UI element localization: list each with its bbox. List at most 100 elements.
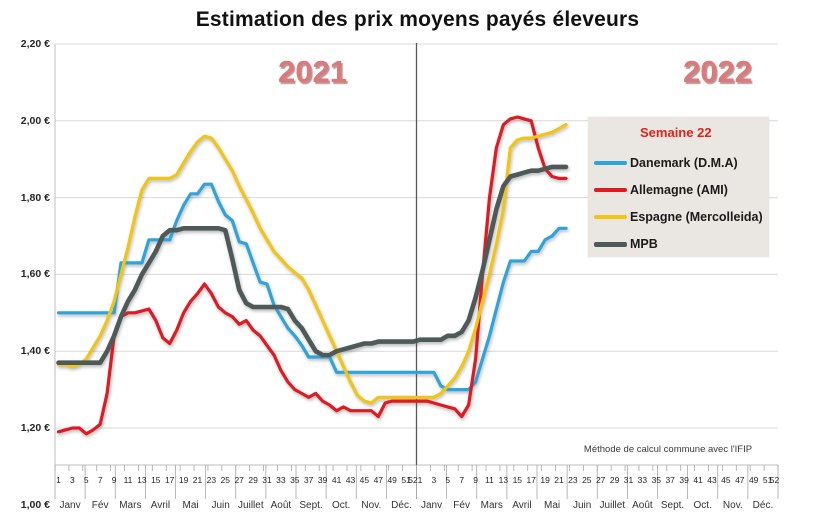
month-label-juin: Juin bbox=[572, 500, 592, 511]
week-label: 11 bbox=[123, 475, 133, 485]
legend: Semaine 22 Danemark (D.M.A) Allemagne (A… bbox=[588, 117, 769, 257]
month-label-fv: Fév bbox=[91, 500, 109, 511]
week-label: 9 bbox=[473, 475, 478, 485]
month-label-mai: Mai bbox=[182, 500, 199, 511]
y-axis-label: 1,20 € bbox=[20, 422, 50, 434]
series-line-danemark-d-m-a bbox=[56, 182, 568, 392]
week-label: 29 bbox=[248, 475, 258, 485]
month-label-juillet: Juillet bbox=[599, 500, 626, 511]
week-label: 29 bbox=[609, 475, 620, 485]
month-label-janv: Janv bbox=[59, 500, 81, 511]
week-label: 3 bbox=[431, 475, 437, 485]
week-label: 41 bbox=[693, 475, 703, 485]
week-label: 25 bbox=[582, 475, 592, 485]
y-axis-label: 2,20 € bbox=[20, 38, 50, 50]
month-label-mai: Mai bbox=[543, 500, 561, 511]
series-line-mpb bbox=[56, 164, 569, 366]
week-label: 15 bbox=[151, 475, 161, 485]
week-label: 35 bbox=[290, 475, 300, 485]
week-label: 45 bbox=[359, 475, 370, 485]
week-label: 27 bbox=[234, 475, 244, 485]
y-axis-label: 1,80 € bbox=[20, 192, 50, 204]
year-label-2022: 2022 bbox=[683, 54, 752, 89]
series-line-espagne-mercolleida bbox=[56, 122, 568, 405]
month-label-juillet: Juillet bbox=[238, 500, 264, 511]
week-label: 1 bbox=[417, 475, 423, 485]
week-label: 15 bbox=[512, 475, 523, 485]
week-label: 9 bbox=[111, 475, 117, 485]
legend-item-mpb: MPB bbox=[594, 234, 658, 254]
series-lines bbox=[56, 115, 569, 436]
series-line-allemagne-ami bbox=[56, 115, 568, 436]
danemark-line-swatch-icon bbox=[594, 161, 627, 165]
week-label: 39 bbox=[317, 475, 328, 485]
month-label-juin: Juin bbox=[211, 500, 230, 511]
month-label-mars: Mars bbox=[480, 500, 503, 511]
y-axis-label: 2,00 € bbox=[20, 115, 50, 127]
week-label: 33 bbox=[637, 475, 648, 485]
week-label: 52 bbox=[769, 475, 780, 485]
week-label: 7 bbox=[459, 475, 465, 485]
week-label: 17 bbox=[164, 475, 175, 485]
week-label: 23 bbox=[568, 475, 578, 485]
legend-item-danemark: Danemark (D.M.A) bbox=[594, 153, 738, 173]
month-label-oct: Oct. bbox=[693, 500, 712, 511]
week-label: 27 bbox=[595, 475, 606, 485]
week-label: 19 bbox=[540, 475, 550, 485]
week-label: 11 bbox=[485, 475, 494, 485]
month-label-avril: Avril bbox=[512, 500, 532, 511]
week-label: 5 bbox=[83, 475, 89, 485]
week-label: 21 bbox=[554, 475, 564, 485]
week-label: 37 bbox=[303, 475, 314, 485]
month-label-sept: Sept. bbox=[299, 500, 323, 511]
week-label: 39 bbox=[679, 475, 689, 485]
allemagne-line-swatch-icon bbox=[594, 188, 627, 192]
week-label: 41 bbox=[331, 475, 342, 485]
week-label: 52 bbox=[408, 475, 418, 485]
month-label-aot: Août bbox=[632, 500, 653, 511]
week-label: 13 bbox=[137, 475, 147, 485]
week-label: 35 bbox=[651, 475, 662, 485]
week-label: 43 bbox=[707, 475, 717, 485]
month-label-dc: Déc. bbox=[752, 500, 774, 511]
week-label: 51 bbox=[762, 475, 773, 485]
year-label-2021: 2021 bbox=[278, 54, 347, 89]
legend-label-allemagne: Allemagne (AMI) bbox=[630, 183, 728, 197]
week-label: 49 bbox=[748, 475, 759, 485]
week-label: 49 bbox=[387, 475, 397, 485]
week-label: 23 bbox=[206, 475, 217, 485]
legend-item-allemagne: Allemagne (AMI) bbox=[594, 180, 728, 200]
espagne-line-swatch-icon bbox=[594, 215, 627, 219]
legend-title-week-badge: Semaine 22 bbox=[640, 125, 712, 140]
y-axis-label: 1,60 € bbox=[20, 268, 50, 280]
mpb-line-swatch-icon bbox=[594, 241, 627, 247]
legend-label-espagne: Espagne (Mercolleida) bbox=[630, 210, 763, 224]
week-label: 19 bbox=[178, 475, 189, 485]
legend-label-mpb: MPB bbox=[630, 237, 658, 251]
month-label-avril: Avril bbox=[150, 500, 171, 511]
month-label-aot: Août bbox=[270, 500, 292, 511]
week-label: 5 bbox=[445, 475, 451, 485]
y-axis-label: 1,40 € bbox=[20, 345, 50, 357]
week-label: 31 bbox=[262, 475, 272, 485]
week-label: 33 bbox=[276, 475, 286, 485]
week-label: 7 bbox=[97, 475, 103, 485]
axis-ticks bbox=[54, 465, 779, 499]
week-label: 13 bbox=[498, 475, 509, 485]
legend-label-danemark: Danemark (D.M.A) bbox=[630, 156, 738, 170]
month-label-nov: Nov. bbox=[722, 500, 743, 511]
week-label: 45 bbox=[721, 475, 731, 485]
month-label-mars: Mars bbox=[119, 500, 142, 511]
week-label: 43 bbox=[345, 475, 356, 485]
month-label-oct: Oct. bbox=[331, 500, 351, 511]
y-axis-label: 1,00 € bbox=[20, 499, 50, 511]
month-label-dc: Déc. bbox=[391, 500, 412, 511]
week-label: 51 bbox=[401, 475, 411, 485]
week-label: 31 bbox=[623, 475, 634, 485]
month-label-janv: Janv bbox=[420, 500, 443, 511]
month-label-nov: Nov. bbox=[361, 500, 382, 511]
week-label: 3 bbox=[70, 475, 75, 485]
week-label: 21 bbox=[192, 475, 203, 485]
